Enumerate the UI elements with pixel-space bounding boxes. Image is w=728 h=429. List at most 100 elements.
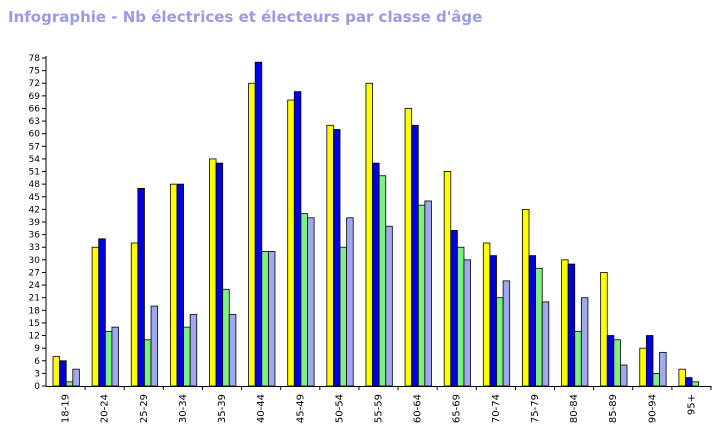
y-tick-label: 0 <box>34 382 40 392</box>
bar-85-89-s4 <box>620 364 628 387</box>
y-tick-label: 63 <box>29 117 40 127</box>
bar-40-44-s4 <box>267 251 276 387</box>
bar-95+-s3 <box>691 381 700 387</box>
y-tick-label: 27 <box>29 268 40 278</box>
x-tick-label: 18-19 <box>61 394 72 423</box>
bar-70-74-s3 <box>496 297 504 387</box>
bar-45-49-s1 <box>287 99 295 387</box>
chart-title: Infographie - Nb électrices et électeurs… <box>8 8 483 26</box>
bar-75-79-s3 <box>535 267 543 387</box>
x-tick-label: 30-34 <box>178 394 189 423</box>
bar-20-24-s4 <box>111 326 119 387</box>
bar-30-34-s3 <box>183 326 191 387</box>
bar-25-29-s1 <box>130 242 139 387</box>
bar-75-79-s1 <box>522 208 530 387</box>
bar-30-34-s1 <box>169 183 178 387</box>
bar-50-54-s1 <box>326 124 334 387</box>
y-tick-label: 24 <box>29 281 41 291</box>
bar-80-84-s1 <box>561 259 569 387</box>
bar-30-34-s4 <box>189 314 198 387</box>
bar-80-84-s3 <box>574 330 582 387</box>
bar-85-89-s1 <box>600 272 608 387</box>
bar-65-69-s2 <box>450 230 458 387</box>
bar-55-59-s3 <box>378 175 387 387</box>
bar-65-69-s1 <box>443 171 452 387</box>
bar-80-84-s4 <box>580 297 589 387</box>
bar-90-94-s3 <box>652 372 660 387</box>
y-tick-label: 75 <box>29 67 40 77</box>
x-tick-label: 20-24 <box>100 394 111 423</box>
bar-60-64-s1 <box>404 108 413 387</box>
bar-35-39-s4 <box>228 314 237 387</box>
bar-55-59-s1 <box>365 82 373 387</box>
bar-40-44-s3 <box>261 251 269 387</box>
bar-20-24-s2 <box>98 238 106 387</box>
x-tick-label: 40-44 <box>256 394 267 423</box>
bar-18-19-s2 <box>59 360 67 387</box>
x-tick-label: 35-39 <box>217 394 228 423</box>
bar-70-74-s1 <box>482 242 491 387</box>
bar-25-29-s4 <box>150 305 159 387</box>
bar-40-44-s2 <box>254 61 263 387</box>
bar-35-39-s3 <box>222 288 230 387</box>
y-tick-label: 15 <box>29 319 40 329</box>
y-tick-label: 6 <box>34 357 40 367</box>
bar-40-44-s1 <box>248 82 256 387</box>
x-tick-label: 50-54 <box>334 394 345 423</box>
bar-60-64-s4 <box>424 200 432 387</box>
bar-80-84-s2 <box>567 263 576 387</box>
y-tick-label: 42 <box>29 205 40 215</box>
y-tick-label: 54 <box>29 155 41 165</box>
bar-95+-s2 <box>685 377 693 387</box>
bar-65-69-s3 <box>456 246 465 387</box>
y-tick-label: 3 <box>34 369 40 379</box>
bar-45-49-s4 <box>307 217 315 387</box>
x-tick-label: 95+ <box>686 394 697 415</box>
bar-50-54-s4 <box>346 217 354 387</box>
bar-50-54-s3 <box>339 246 348 387</box>
y-tick-label: 30 <box>29 256 41 266</box>
bar-90-94-s2 <box>645 335 654 387</box>
bar-45-49-s2 <box>293 91 302 387</box>
x-tick-label: 60-64 <box>413 394 424 423</box>
bar-70-74-s2 <box>489 255 497 387</box>
x-tick-label: 70-74 <box>491 394 502 423</box>
x-tick-label: 45-49 <box>295 394 306 423</box>
bar-85-89-s2 <box>606 335 615 387</box>
bar-30-34-s2 <box>176 183 184 387</box>
bar-95+-s1 <box>678 368 686 387</box>
bar-50-54-s2 <box>333 129 341 387</box>
y-tick-label: 12 <box>29 332 40 342</box>
x-tick-label: 25-29 <box>139 394 150 423</box>
y-tick-label: 69 <box>29 92 41 102</box>
bar-25-29-s2 <box>137 187 145 387</box>
y-tick-label: 39 <box>29 218 41 228</box>
x-tick-label: 85-89 <box>608 394 619 423</box>
bar-20-24-s3 <box>104 330 113 387</box>
y-tick-label: 57 <box>29 142 40 152</box>
bar-65-69-s4 <box>463 259 471 387</box>
bar-18-19-s4 <box>72 368 80 387</box>
bar-55-59-s2 <box>372 162 380 387</box>
y-tick-label: 9 <box>34 344 40 354</box>
bar-90-94-s4 <box>659 351 667 387</box>
y-tick-label: 18 <box>29 306 41 316</box>
x-tick-label: 65-69 <box>452 394 463 423</box>
x-tick-label: 90-94 <box>647 394 658 423</box>
bar-70-74-s4 <box>502 280 511 387</box>
bar-35-39-s1 <box>209 158 217 387</box>
bar-75-79-s4 <box>541 301 550 387</box>
bar-60-64-s2 <box>411 124 419 387</box>
y-tick-label: 72 <box>29 79 40 89</box>
bar-90-94-s1 <box>639 347 647 387</box>
bar-25-29-s3 <box>144 339 152 387</box>
y-tick-label: 48 <box>29 180 41 190</box>
y-tick-label: 60 <box>29 130 41 140</box>
bar-55-59-s4 <box>385 225 393 387</box>
bar-35-39-s2 <box>215 162 224 387</box>
bar-20-24-s1 <box>91 246 100 387</box>
y-tick-label: 66 <box>29 104 41 114</box>
y-tick-label: 36 <box>29 231 41 241</box>
bar-18-19-s1 <box>52 356 60 387</box>
bar-45-49-s3 <box>300 213 308 387</box>
